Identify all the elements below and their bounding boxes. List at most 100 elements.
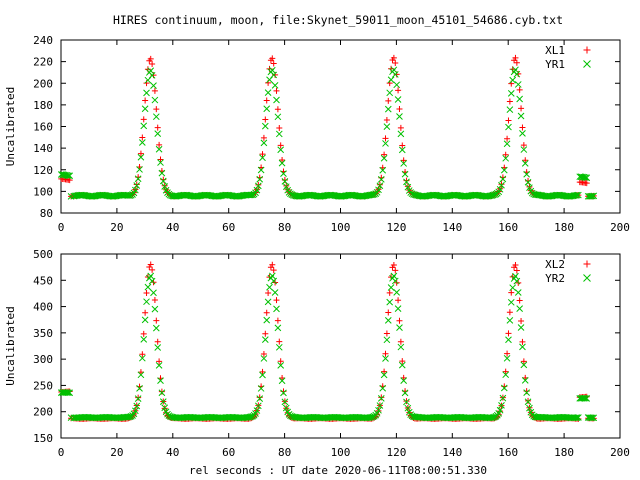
- data-point: [396, 105, 403, 112]
- data-point: [526, 404, 533, 412]
- data-point: [257, 166, 265, 174]
- data-point: [131, 407, 139, 415]
- data-point: [282, 404, 290, 412]
- data-point: [279, 156, 286, 163]
- y-tick-label: 180: [33, 99, 53, 112]
- data-point: [260, 351, 267, 358]
- data-point: [261, 336, 269, 344]
- data-point: [137, 153, 145, 161]
- x-tick-label: 160: [498, 446, 518, 459]
- data-point: [588, 414, 596, 422]
- data-point: [277, 362, 285, 369]
- data-point: [133, 402, 141, 410]
- x-tick-label: 120: [386, 221, 406, 234]
- data-point: [572, 414, 579, 422]
- data-point: [66, 389, 74, 397]
- data-point: [158, 388, 165, 395]
- data-point: [281, 177, 288, 184]
- x-tick-label: 180: [554, 221, 574, 234]
- data-point: [499, 175, 507, 183]
- data-point: [390, 261, 397, 268]
- data-point: [138, 354, 146, 362]
- data-point: [149, 266, 156, 273]
- x-tick-label: 40: [166, 221, 179, 234]
- data-point: [380, 371, 388, 379]
- data-point: [278, 377, 286, 385]
- series-YR2: [57, 272, 598, 422]
- data-point: [259, 154, 266, 162]
- data-point: [270, 71, 278, 79]
- data-point: [157, 377, 164, 385]
- data-point: [139, 351, 146, 358]
- data-point: [507, 89, 515, 97]
- data-point: [270, 277, 278, 285]
- data-point: [386, 289, 393, 296]
- data-point: [383, 336, 391, 344]
- data-point: [513, 70, 521, 78]
- data-point: [378, 394, 385, 401]
- data-point: [381, 151, 388, 158]
- data-point: [266, 283, 273, 291]
- x-tick-label: 60: [222, 446, 235, 459]
- data-point: [144, 283, 152, 291]
- y-tick-label: 80: [40, 207, 53, 220]
- data-point: [583, 395, 591, 402]
- data-point: [519, 124, 526, 131]
- data-point: [263, 97, 270, 104]
- data-point: [391, 277, 399, 285]
- data-point: [140, 122, 148, 130]
- x-tick-label: 20: [110, 221, 123, 234]
- data-point: [403, 398, 410, 405]
- data-point: [572, 192, 579, 199]
- data-point: [156, 141, 163, 148]
- data-point: [277, 358, 284, 365]
- data-point: [270, 60, 277, 67]
- data-point: [500, 166, 508, 174]
- data-point: [154, 124, 161, 131]
- data-point: [383, 123, 391, 130]
- data-point: [125, 192, 132, 199]
- data-point: [273, 305, 280, 313]
- data-point: [271, 289, 279, 296]
- x-tick-label: 80: [278, 446, 291, 459]
- data-point: [136, 385, 143, 392]
- data-point: [161, 182, 168, 189]
- data-point: [142, 97, 149, 104]
- x-axis-label: rel seconds : UT date 2020-06-11T08:00:5…: [189, 464, 487, 477]
- data-point: [156, 358, 163, 365]
- data-point: [590, 414, 598, 422]
- legend-label: XL1: [545, 44, 565, 57]
- data-point: [396, 324, 403, 331]
- data-point: [583, 180, 590, 187]
- data-point: [394, 96, 402, 103]
- data-point: [270, 267, 277, 274]
- data-point: [516, 86, 523, 93]
- data-point: [274, 106, 281, 113]
- data-point: [390, 272, 398, 280]
- data-point: [499, 394, 507, 402]
- data-point: [263, 309, 270, 316]
- data-point: [523, 170, 531, 178]
- data-point: [383, 117, 390, 124]
- data-point: [147, 55, 154, 62]
- data-point: [375, 406, 382, 414]
- data-point: [268, 66, 276, 74]
- data-point: [404, 404, 412, 412]
- data-point: [509, 284, 517, 292]
- data-point: [63, 389, 71, 396]
- data-point: [524, 178, 532, 186]
- x-tick-label: 40: [166, 446, 179, 459]
- data-point: [502, 368, 509, 375]
- data-point: [273, 297, 280, 304]
- data-point: [265, 290, 272, 297]
- data-point: [377, 176, 385, 183]
- data-point: [283, 182, 290, 189]
- data-point: [152, 324, 160, 332]
- legend-label: YR1: [545, 58, 565, 71]
- legend-marker: [583, 60, 591, 68]
- data-point: [393, 81, 401, 89]
- x-tick-label: 100: [331, 221, 351, 234]
- legend-marker: [583, 260, 591, 268]
- y-tick-label: 160: [33, 121, 53, 134]
- data-point: [523, 389, 531, 396]
